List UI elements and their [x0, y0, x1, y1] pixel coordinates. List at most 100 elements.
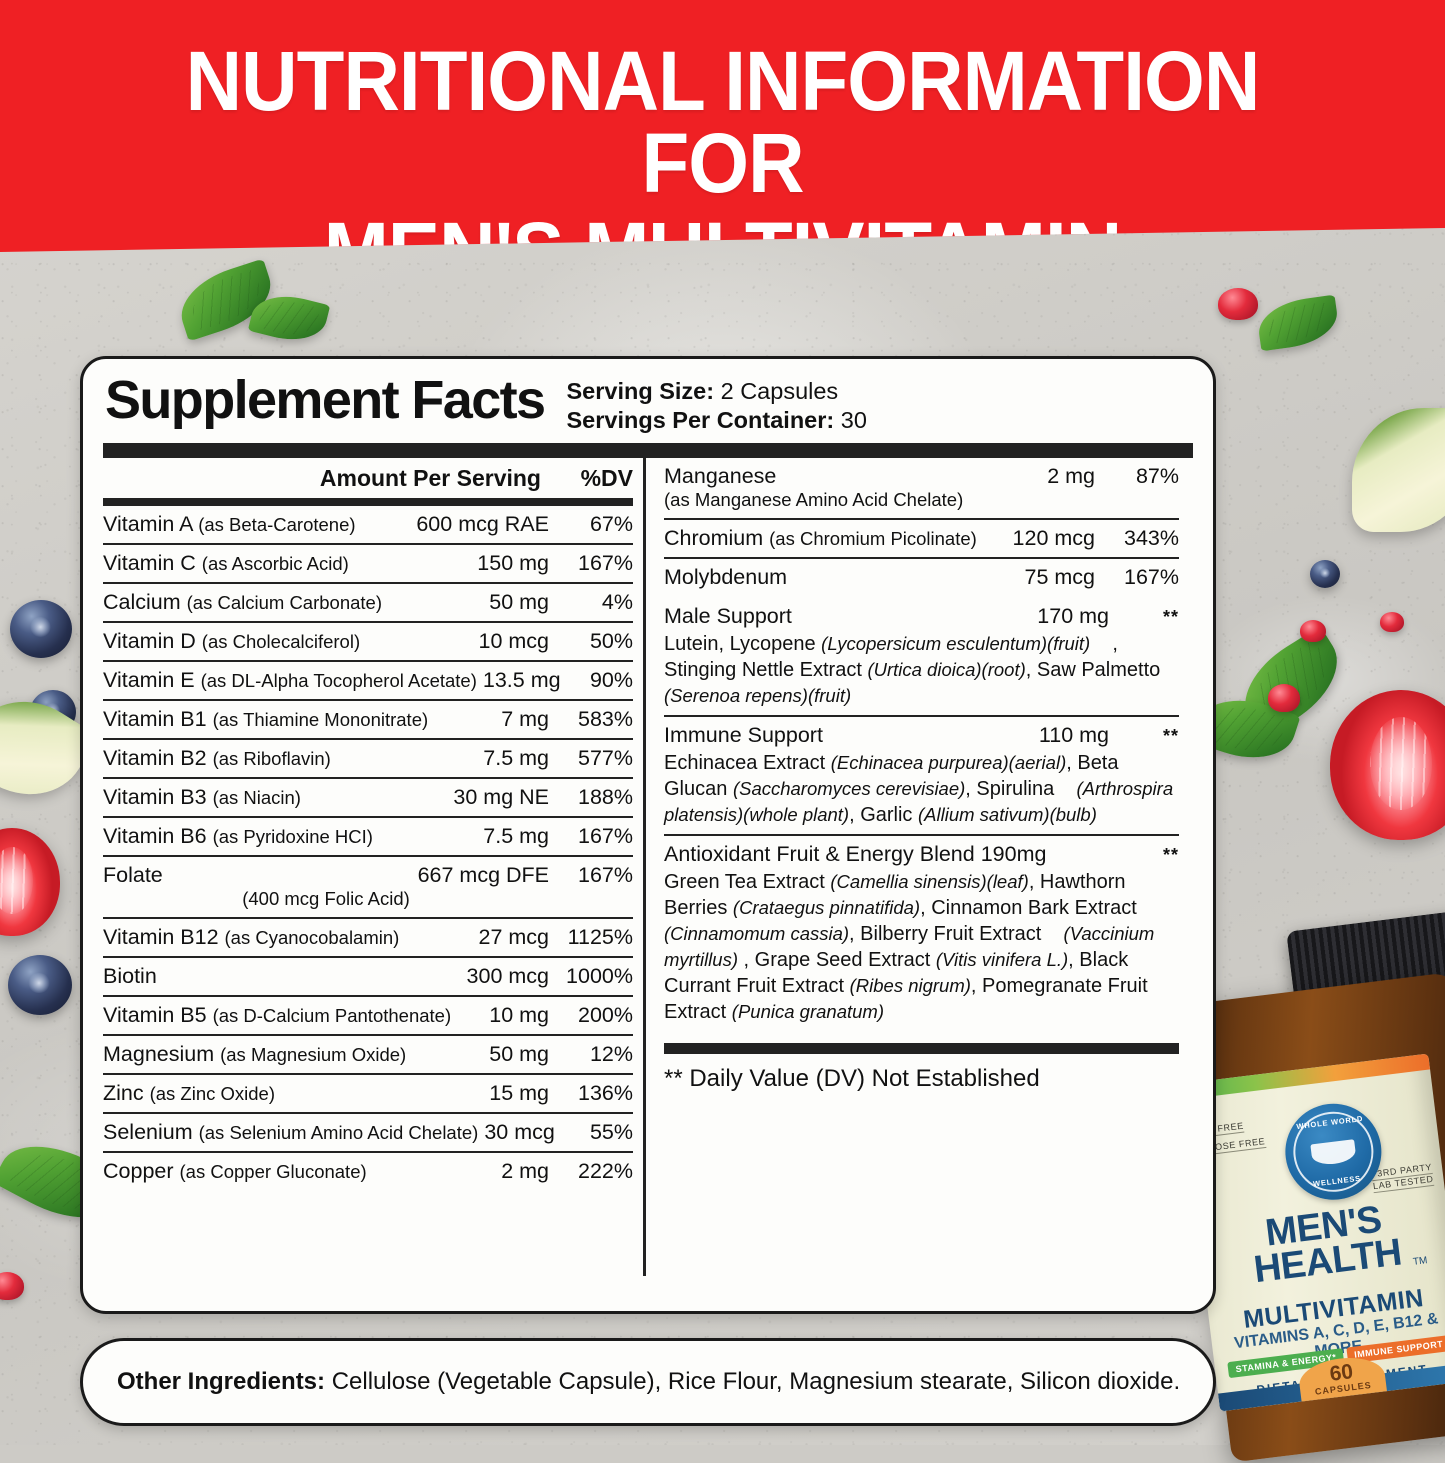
nutrient-source: (as Niacin): [212, 787, 301, 808]
header-banner: NUTRITIONAL INFORMATION FOR MEN'S MULTIV…: [0, 0, 1445, 252]
facts-columns: Amount Per Serving %DV Vitamin A (as Bet…: [83, 458, 1213, 1276]
nutrient-name: Molybdenum: [664, 565, 788, 589]
other-ingredients-text: Other Ingredients: Cellulose (Vegetable …: [117, 1368, 1180, 1396]
nutrient-source: (as Thiamine Mononitrate): [212, 709, 429, 730]
blend-header: Male Support 170 mg **: [664, 598, 1179, 631]
nutrient-dv: 4%: [601, 590, 633, 614]
nutrient-dv: 167%: [578, 824, 633, 848]
nutrient-row: Vitamin A (as Beta-Carotene) 600 mcg RAE 6…: [103, 506, 633, 545]
nutrient-dv: 90%: [589, 668, 633, 692]
nutrient-name: Vitamin D (as Cholecalciferol): [103, 629, 361, 653]
nutrient-name: Manganese: [664, 464, 777, 488]
nutrient-row: Selenium (as Selenium Amino Acid Chelate…: [103, 1114, 633, 1153]
nutrient-amount: 120 mcg: [1012, 526, 1095, 550]
nutrient-name: Folate: [103, 863, 163, 887]
serving-size-value: 2 Capsules: [720, 378, 839, 404]
nutrient-amount: 7 mg: [501, 707, 549, 731]
blend-name: Antioxidant Fruit & Energy Blend 190mg: [664, 842, 1047, 866]
nutrient-amount: 30 mg NE: [453, 785, 549, 809]
serving-size-line: Serving Size: 2 Capsules: [567, 377, 867, 406]
nutrient-amount: 27 mcg: [478, 925, 549, 949]
nutrient-amount: 2 mg: [1047, 464, 1095, 488]
nutrient-dv: 577%: [578, 746, 633, 770]
servings-per-container-label: Servings Per Container:: [566, 407, 835, 433]
proprietary-blends: Male Support 170 mg ** Lutein, Lycopene (Ly…: [664, 598, 1179, 1031]
nutrient-amount: 2 mg: [501, 1159, 549, 1183]
nutrient-source: (as D-Calcium Pantothenate): [212, 1005, 452, 1026]
nutrient-dv: 50%: [589, 629, 633, 653]
nutrient-row: Vitamin B2 (as Riboflavin) 7.5 mg 577%: [103, 740, 633, 779]
nutrient-name: Vitamin A (as Beta-Carotene): [103, 512, 356, 536]
nutrient-row: Vitamin D (as Cholecalciferol) 10 mcg 50%: [103, 623, 633, 662]
nutrient-row: Manganese 2 mg 87% (as Manganese Amino Acid…: [664, 458, 1179, 520]
nutrient-source: (as Pyridoxine HCI): [212, 826, 373, 847]
nutrient-row: Vitamin E (as DL-Alpha Tocopherol Acetat…: [103, 662, 633, 701]
facts-header: Supplement Facts Serving Size: 2 Capsule…: [83, 359, 1213, 443]
bottle-label: SOY FREE LACTOSE FREE 3RD PARTY LAB TEST…: [1179, 1053, 1445, 1412]
nutrient-rows-left: Vitamin A (as Beta-Carotene) 600 mcg RAE 6…: [103, 506, 633, 1192]
nutrient-row: Biotin 300 mcg 1000%: [103, 958, 633, 997]
nutrient-name: Calcium (as Calcium Carbonate): [103, 590, 382, 614]
nutrient-dv: 583%: [578, 707, 633, 731]
nutrient-amount: 150 mg: [477, 551, 549, 575]
supplement-facts-title: Supplement Facts: [105, 370, 546, 430]
blend-header: Antioxidant Fruit & Energy Blend 190mg **: [664, 836, 1179, 869]
nutrient-amount: 10 mg: [489, 1003, 549, 1027]
servings-per-container-line: Servings Per Container: 30: [567, 406, 867, 435]
bottle-title: MEN'S HEALTH: [1197, 1194, 1445, 1294]
blend-ingredients: Lutein, Lycopene (Lycopersicum esculentu…: [664, 631, 1179, 717]
nutrient-row: Copper (as Copper Gluconate) 2 mg 222%: [103, 1153, 633, 1192]
nutrient-amount: 600 mcg RAE: [416, 512, 549, 536]
nutrient-source: (as Selenium Amino Acid Chelate): [198, 1122, 479, 1143]
nutrient-row: Chromium (as Chromium Picolinate) 120 mcg…: [664, 520, 1179, 559]
nutrient-source: (as Calcium Carbonate): [186, 592, 382, 613]
nutrient-name: Vitamin B1 (as Thiamine Mononitrate): [103, 707, 429, 731]
nutrient-row: Calcium (as Calcium Carbonate) 50 mg 4%: [103, 584, 633, 623]
percent-dv-header: %DV: [580, 465, 633, 491]
column-headers-left: Amount Per Serving %DV: [103, 458, 633, 498]
footer-divider-bar: [664, 1043, 1179, 1054]
nutrient-amount: 50 mg: [489, 1042, 549, 1066]
nutrient-row: Zinc (as Zinc Oxide) 15 mg 136%: [103, 1075, 633, 1114]
facts-column-left: Amount Per Serving %DV Vitamin A (as Bet…: [103, 458, 643, 1276]
nutrient-row: Vitamin B6 (as Pyridoxine HCI) 7.5 mg 167%: [103, 818, 633, 857]
blend-name: Male Support: [664, 604, 792, 628]
nutrient-name: Copper (as Copper Gluconate): [103, 1159, 367, 1183]
nutrient-dv: 167%: [578, 863, 633, 887]
nutrient-name: Vitamin C (as Ascorbic Acid): [103, 551, 349, 575]
blend-header: Immune Support 110 mg **: [664, 717, 1179, 750]
nutrient-source: (as DL-Alpha Tocopherol Acetate): [200, 670, 477, 691]
blend-amount: 170 mg: [1037, 604, 1109, 628]
nutrient-name: Biotin: [103, 964, 157, 988]
nutrient-name: Vitamin B2 (as Riboflavin): [103, 746, 331, 770]
header-divider-bar: [103, 443, 1193, 458]
blend-ingredients: Green Tea Extract (Camellia sinensis)(le…: [664, 871, 1155, 1023]
nutrient-amount: 13.5 mg: [482, 668, 561, 692]
nutrient-dv: 136%: [578, 1081, 633, 1105]
other-ingredients-label: Other Ingredients:: [117, 1368, 326, 1395]
nutrient-source: (as Riboflavin): [212, 748, 331, 769]
nutrient-subline: (400 mcg Folic Acid): [242, 888, 410, 909]
nutrient-amount: 50 mg: [489, 590, 549, 614]
daily-value-note: ** Daily Value (DV) Not Established: [664, 1065, 1040, 1092]
nutrient-rows-right: Manganese 2 mg 87% (as Manganese Amino Acid…: [664, 458, 1179, 598]
nutrient-name: Vitamin E (as DL-Alpha Tocopherol Acetat…: [103, 668, 477, 692]
nutrient-row: Vitamin B12 (as Cyanocobalamin) 27 mcg 112…: [103, 919, 633, 958]
nutrient-amount: 75 mcg: [1024, 565, 1095, 589]
nutrient-source: (as Cholecalciferol): [201, 631, 361, 652]
nutrient-dv: 67%: [589, 512, 633, 536]
banner-line-1: NUTRITIONAL INFORMATION FOR: [185, 34, 1261, 211]
nutrient-source: (as Beta-Carotene): [198, 514, 356, 535]
nutrient-row: Vitamin B1 (as Thiamine Mononitrate) 7 mg…: [103, 701, 633, 740]
nutrient-dv: 167%: [1124, 565, 1179, 589]
nutrient-dv: 167%: [578, 551, 633, 575]
nutrient-amount: 7.5 mg: [483, 746, 549, 770]
nutrient-row: Vitamin C (as Ascorbic Acid) 150 mg 167%: [103, 545, 633, 584]
nutrient-row: Molybdenum 75 mcg 167%: [664, 559, 1179, 598]
nutrient-source: (as Cyanocobalamin): [224, 927, 400, 948]
nutrient-name: Vitamin B3 (as Niacin): [103, 785, 301, 809]
nutrient-source: (as Magnesium Oxide): [220, 1044, 407, 1065]
blend-amount: 110 mg: [1038, 723, 1109, 747]
nutrient-source: (as Copper Gluconate): [179, 1161, 367, 1182]
blend-ingredients: Echinacea Extract (Echinacea purpurea)(a…: [664, 750, 1179, 836]
